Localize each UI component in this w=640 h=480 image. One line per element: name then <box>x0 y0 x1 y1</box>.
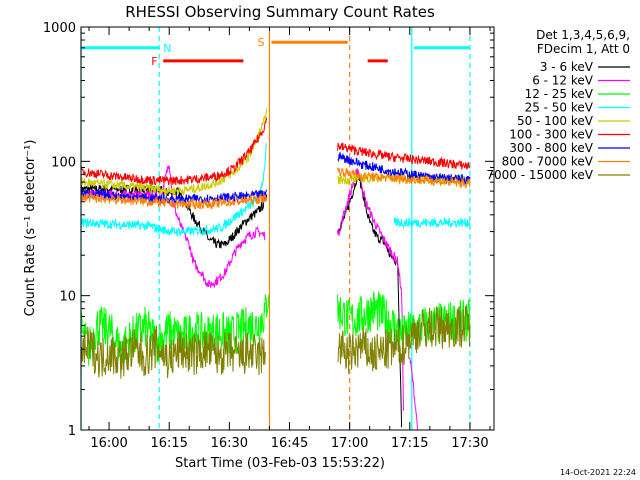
y-tick-label: 1000 <box>43 21 76 36</box>
x-tick-label: 17:15 <box>391 436 428 451</box>
series-line-12-25kev-seg0 <box>80 294 270 366</box>
legend-label-5: 100 - 300 keV <box>509 128 593 142</box>
flag-label-n: N <box>163 42 171 55</box>
series-line-800-7000kev-seg0 <box>80 192 268 211</box>
x-tick-label: 17:00 <box>331 436 368 451</box>
series-line-25-50kev-seg0 <box>80 142 268 237</box>
legend-label-4: 50 - 100 keV <box>517 114 594 128</box>
series-line-6-12kev-seg1 <box>337 167 404 411</box>
x-tick-label: 16:15 <box>150 436 187 451</box>
legend-label-0: 3 - 6 keV <box>540 60 594 74</box>
legend: Det 1,3,4,5,6,9, FDecim 1, Att 0 3 - 6 k… <box>486 28 630 182</box>
y-axis-label: Count Rate (s⁻¹ detector⁻¹) <box>23 140 38 317</box>
legend-header-line-1: Det 1,3,4,5,6,9, <box>536 28 630 42</box>
series-line-300-800kev-seg1 <box>337 152 471 185</box>
legend-label-7: 800 - 7000 keV <box>502 155 594 169</box>
series-line-100-300kev-seg1 <box>337 142 471 170</box>
y-tick-label: 1 <box>68 424 76 439</box>
legend-label-8: 7000 - 15000 keV <box>486 168 593 182</box>
series-line-7000-15000kev-seg0 <box>80 325 266 379</box>
legend-label-3: 25 - 50 keV <box>525 101 594 115</box>
plot-area: NF S <box>80 27 471 431</box>
flag-label-f: F <box>151 55 157 68</box>
x-axis-label: Start Time (03-Feb-03 15:53:22) <box>175 456 385 471</box>
series-line-6-12kev-seg0 <box>80 165 266 289</box>
x-tick-label: 16:45 <box>271 436 308 451</box>
x-tick-label: 16:00 <box>90 436 127 451</box>
x-tick-label: 17:30 <box>451 436 488 451</box>
series-line-25-50kev-seg1 <box>393 216 471 229</box>
legend-header-line-2: FDecim 1, Att 0 <box>537 42 630 56</box>
series-line-6-12kev-seg2 <box>409 357 418 431</box>
y-tick-label: 10 <box>59 290 76 305</box>
series-line-7000-15000kev-seg1 <box>337 305 471 374</box>
footer-date: 14-Oct-2021 22:24 <box>560 468 636 477</box>
series-line-100-300kev-seg0 <box>80 117 268 186</box>
flag-label-s: S <box>257 36 264 49</box>
axes: 16:00 16:15 16:30 16:45 17:00 17:15 17:30 1 10 10… <box>43 21 494 451</box>
legend-label-1: 6 - 12 keV <box>532 74 594 88</box>
legend-label-6: 300 - 800 keV <box>509 141 593 155</box>
plot-frame <box>80 26 495 431</box>
y-tick-label: 100 <box>51 155 76 170</box>
series-line-800-7000kev-seg1 <box>337 167 471 189</box>
chart-title: RHESSI Observing Summary Count Rates <box>125 3 435 21</box>
x-tick-label: 16:30 <box>211 436 248 451</box>
legend-label-2: 12 - 25 keV <box>525 87 594 101</box>
